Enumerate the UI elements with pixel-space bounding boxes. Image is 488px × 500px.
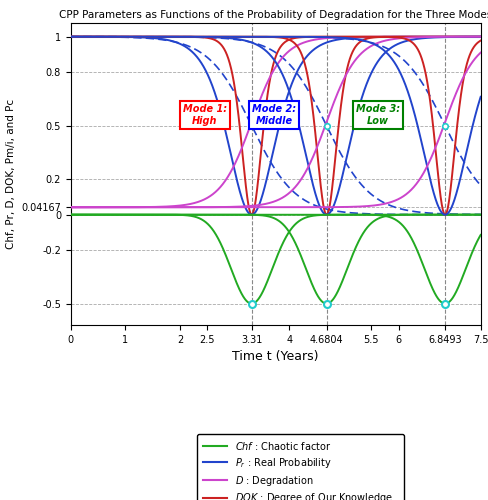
Text: Mode 2:
Middle: Mode 2: Middle bbox=[252, 104, 296, 126]
Text: Mode 3:
Low: Mode 3: Low bbox=[356, 104, 400, 126]
Pc bbox=[68, 34, 74, 40]
Title: CPP Parameters as Functions of the Probability of Degradation for the Three Mode: CPP Parameters as Functions of the Proba… bbox=[59, 10, 488, 20]
X-axis label: Time t (Years): Time t (Years) bbox=[232, 350, 319, 364]
Text: Mode 1:
High: Mode 1: High bbox=[183, 104, 227, 126]
Y-axis label: Chf, Pr, D, DOK, Pm/i, and Pc: Chf, Pr, D, DOK, Pm/i, and Pc bbox=[5, 98, 16, 249]
Legend: $\mathit{Chf}$ : Chaotic factor, $\mathit{P_r}$ : Real Probability, $\mathit{D}$: $\mathit{Chf}$ : Chaotic factor, $\mathi… bbox=[197, 434, 404, 500]
Pc bbox=[122, 34, 128, 40]
